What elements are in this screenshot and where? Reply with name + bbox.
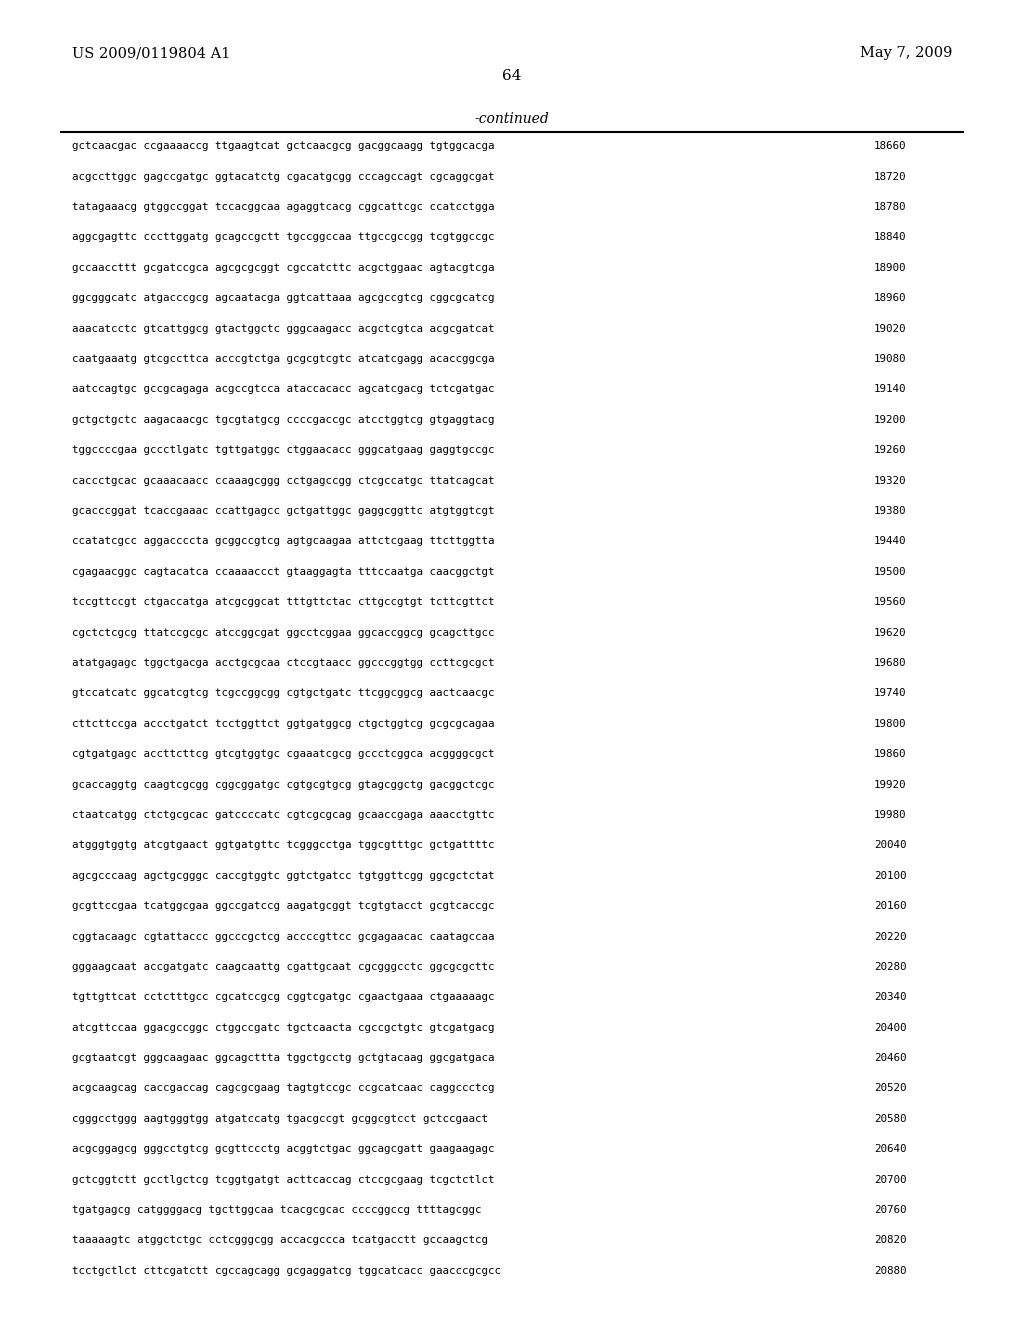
- Text: 19500: 19500: [873, 566, 906, 577]
- Text: gccaaccttt gcgatccgca agcgcgcggt cgccatcttc acgctggaac agtacgtcga: gccaaccttt gcgatccgca agcgcgcggt cgccatc…: [72, 263, 495, 273]
- Text: 20220: 20220: [873, 932, 906, 941]
- Text: 19560: 19560: [873, 597, 906, 607]
- Text: May 7, 2009: May 7, 2009: [860, 46, 952, 61]
- Text: 20820: 20820: [873, 1236, 906, 1246]
- Text: 19440: 19440: [873, 536, 906, 546]
- Text: atatgagagc tggctgacga acctgcgcaa ctccgtaacc ggcccggtgg ccttcgcgct: atatgagagc tggctgacga acctgcgcaa ctccgta…: [72, 657, 495, 668]
- Text: ggcgggcatc atgacccgcg agcaatacga ggtcattaaa agcgccgtcg cggcgcatcg: ggcgggcatc atgacccgcg agcaatacga ggtcatt…: [72, 293, 495, 304]
- Text: ccatatcgcc aggaccccta gcggccgtcg agtgcaagaa attctcgaag ttcttggtta: ccatatcgcc aggaccccta gcggccgtcg agtgcaa…: [72, 536, 495, 546]
- Text: 20880: 20880: [873, 1266, 906, 1276]
- Text: cgtgatgagc accttcttcg gtcgtggtgc cgaaatcgcg gccctcggca acggggcgct: cgtgatgagc accttcttcg gtcgtggtgc cgaaatc…: [72, 750, 495, 759]
- Text: caatgaaatg gtcgccttca acccgtctga gcgcgtcgtc atcatcgagg acaccggcga: caatgaaatg gtcgccttca acccgtctga gcgcgtc…: [72, 354, 495, 364]
- Text: 20580: 20580: [873, 1114, 906, 1123]
- Text: gctcggtctt gcctlgctcg tcggtgatgt acttcaccag ctccgcgaag tcgctctlct: gctcggtctt gcctlgctcg tcggtgatgt acttcac…: [72, 1175, 495, 1184]
- Text: gcgtaatcgt gggcaagaac ggcagcttta tggctgcctg gctgtacaag ggcgatgaca: gcgtaatcgt gggcaagaac ggcagcttta tggctgc…: [72, 1053, 495, 1063]
- Text: 19200: 19200: [873, 414, 906, 425]
- Text: US 2009/0119804 A1: US 2009/0119804 A1: [72, 46, 230, 61]
- Text: tggccccgaa gccctlgatc tgttgatggc ctggaacacc gggcatgaag gaggtgccgc: tggccccgaa gccctlgatc tgttgatggc ctggaac…: [72, 445, 495, 455]
- Text: -continued: -continued: [475, 112, 549, 127]
- Text: gctgctgctc aagacaacgc tgcgtatgcg ccccgaccgc atcctggtcg gtgaggtacg: gctgctgctc aagacaacgc tgcgtatgcg ccccgac…: [72, 414, 495, 425]
- Text: acgccttggc gagccgatgc ggtacatctg cgacatgcgg cccagccagt cgcaggcgat: acgccttggc gagccgatgc ggtacatctg cgacatg…: [72, 172, 495, 182]
- Text: tgttgttcat cctctttgcc cgcatccgcg cggtcgatgc cgaactgaaa ctgaaaaagc: tgttgttcat cctctttgcc cgcatccgcg cggtcga…: [72, 993, 495, 1002]
- Text: 20700: 20700: [873, 1175, 906, 1184]
- Text: 19080: 19080: [873, 354, 906, 364]
- Text: atgggtggtg atcgtgaact ggtgatgttc tcgggcctga tggcgtttgc gctgattttc: atgggtggtg atcgtgaact ggtgatgttc tcgggcc…: [72, 841, 495, 850]
- Text: 19020: 19020: [873, 323, 906, 334]
- Text: 20520: 20520: [873, 1084, 906, 1093]
- Text: tccgttccgt ctgaccatga atcgcggcat tttgttctac cttgccgtgt tcttcgttct: tccgttccgt ctgaccatga atcgcggcat tttgttc…: [72, 597, 495, 607]
- Text: ctaatcatgg ctctgcgcac gatccccatc cgtcgcgcag gcaaccgaga aaacctgttc: ctaatcatgg ctctgcgcac gatccccatc cgtcgcg…: [72, 810, 495, 820]
- Text: acgcaagcag caccgaccag cagcgcgaag tagtgtccgc ccgcatcaac caggccctcg: acgcaagcag caccgaccag cagcgcgaag tagtgtc…: [72, 1084, 495, 1093]
- Text: 19920: 19920: [873, 780, 906, 789]
- Text: tcctgctlct cttcgatctt cgccagcagg gcgaggatcg tggcatcacc gaacccgcgcc: tcctgctlct cttcgatctt cgccagcagg gcgagga…: [72, 1266, 501, 1276]
- Text: aatccagtgc gccgcagaga acgccgtcca ataccacacc agcatcgacg tctcgatgac: aatccagtgc gccgcagaga acgccgtcca ataccac…: [72, 384, 495, 395]
- Text: 19140: 19140: [873, 384, 906, 395]
- Text: gctcaacgac ccgaaaaccg ttgaagtcat gctcaacgcg gacggcaagg tgtggcacga: gctcaacgac ccgaaaaccg ttgaagtcat gctcaac…: [72, 141, 495, 152]
- Text: aaacatcctc gtcattggcg gtactggctc gggcaagacc acgctcgtca acgcgatcat: aaacatcctc gtcattggcg gtactggctc gggcaag…: [72, 323, 495, 334]
- Text: cgctctcgcg ttatccgcgc atccggcgat ggcctcggaa ggcaccggcg gcagcttgcc: cgctctcgcg ttatccgcgc atccggcgat ggcctcg…: [72, 627, 495, 638]
- Text: aggcgagttc cccttggatg gcagccgctt tgccggccaa ttgccgccgg tcgtggccgc: aggcgagttc cccttggatg gcagccgctt tgccggc…: [72, 232, 495, 243]
- Text: atcgttccaa ggacgccggc ctggccgatc tgctcaacta cgccgctgtc gtcgatgacg: atcgttccaa ggacgccggc ctggccgatc tgctcaa…: [72, 1023, 495, 1032]
- Text: 20640: 20640: [873, 1144, 906, 1154]
- Text: gggaagcaat accgatgatc caagcaattg cgattgcaat cgcgggcctc ggcgcgcttc: gggaagcaat accgatgatc caagcaattg cgattgc…: [72, 962, 495, 972]
- Text: 19860: 19860: [873, 750, 906, 759]
- Text: 18720: 18720: [873, 172, 906, 182]
- Text: cgagaacggc cagtacatca ccaaaaccct gtaaggagta tttccaatga caacggctgt: cgagaacggc cagtacatca ccaaaaccct gtaagga…: [72, 566, 495, 577]
- Text: cttcttccga accctgatct tcctggttct ggtgatggcg ctgctggtcg gcgcgcagaa: cttcttccga accctgatct tcctggttct ggtgatg…: [72, 718, 495, 729]
- Text: 20100: 20100: [873, 871, 906, 880]
- Text: 19800: 19800: [873, 718, 906, 729]
- Text: gtccatcatc ggcatcgtcg tcgccggcgg cgtgctgatc ttcggcggcg aactcaacgc: gtccatcatc ggcatcgtcg tcgccggcgg cgtgctg…: [72, 688, 495, 698]
- Text: 19380: 19380: [873, 506, 906, 516]
- Text: 20460: 20460: [873, 1053, 906, 1063]
- Text: 64: 64: [502, 69, 522, 83]
- Text: acgcggagcg gggcctgtcg gcgttccctg acggtctgac ggcagcgatt gaagaagagc: acgcggagcg gggcctgtcg gcgttccctg acggtct…: [72, 1144, 495, 1154]
- Text: 20160: 20160: [873, 902, 906, 911]
- Text: 20280: 20280: [873, 962, 906, 972]
- Text: 19980: 19980: [873, 810, 906, 820]
- Text: 19260: 19260: [873, 445, 906, 455]
- Text: 18900: 18900: [873, 263, 906, 273]
- Text: 19680: 19680: [873, 657, 906, 668]
- Text: 18960: 18960: [873, 293, 906, 304]
- Text: 18840: 18840: [873, 232, 906, 243]
- Text: 19740: 19740: [873, 688, 906, 698]
- Text: 18660: 18660: [873, 141, 906, 152]
- Text: tgatgagcg catggggacg tgcttggcaa tcacgcgcac ccccggccg ttttagcggc: tgatgagcg catggggacg tgcttggcaa tcacgcgc…: [72, 1205, 481, 1214]
- Text: 20400: 20400: [873, 1023, 906, 1032]
- Text: caccctgcac gcaaacaacc ccaaagcggg cctgagccgg ctcgccatgc ttatcagcat: caccctgcac gcaaacaacc ccaaagcggg cctgagc…: [72, 475, 495, 486]
- Text: cgggcctggg aagtgggtgg atgatccatg tgacgccgt gcggcgtcct gctccgaact: cgggcctggg aagtgggtgg atgatccatg tgacgcc…: [72, 1114, 487, 1123]
- Text: gcgttccgaa tcatggcgaa ggccgatccg aagatgcggt tcgtgtacct gcgtcaccgc: gcgttccgaa tcatggcgaa ggccgatccg aagatgc…: [72, 902, 495, 911]
- Text: 19320: 19320: [873, 475, 906, 486]
- Text: 19620: 19620: [873, 627, 906, 638]
- Text: cggtacaagc cgtattaccc ggcccgctcg accccgttcc gcgagaacac caatagccaa: cggtacaagc cgtattaccc ggcccgctcg accccgt…: [72, 932, 495, 941]
- Text: 20340: 20340: [873, 993, 906, 1002]
- Text: 18780: 18780: [873, 202, 906, 213]
- Text: agcgcccaag agctgcgggc caccgtggtc ggtctgatcc tgtggttcgg ggcgctctat: agcgcccaag agctgcgggc caccgtggtc ggtctga…: [72, 871, 495, 880]
- Text: gcaccaggtg caagtcgcgg cggcggatgc cgtgcgtgcg gtagcggctg gacggctcgc: gcaccaggtg caagtcgcgg cggcggatgc cgtgcgt…: [72, 780, 495, 789]
- Text: taaaaagtc atggctctgc cctcgggcgg accacgccca tcatgacctt gccaagctcg: taaaaagtc atggctctgc cctcgggcgg accacgcc…: [72, 1236, 487, 1246]
- Text: gcacccggat tcaccgaaac ccattgagcc gctgattggc gaggcggttc atgtggtcgt: gcacccggat tcaccgaaac ccattgagcc gctgatt…: [72, 506, 495, 516]
- Text: 20760: 20760: [873, 1205, 906, 1214]
- Text: 20040: 20040: [873, 841, 906, 850]
- Text: tatagaaacg gtggccggat tccacggcaa agaggtcacg cggcattcgc ccatcctgga: tatagaaacg gtggccggat tccacggcaa agaggtc…: [72, 202, 495, 213]
